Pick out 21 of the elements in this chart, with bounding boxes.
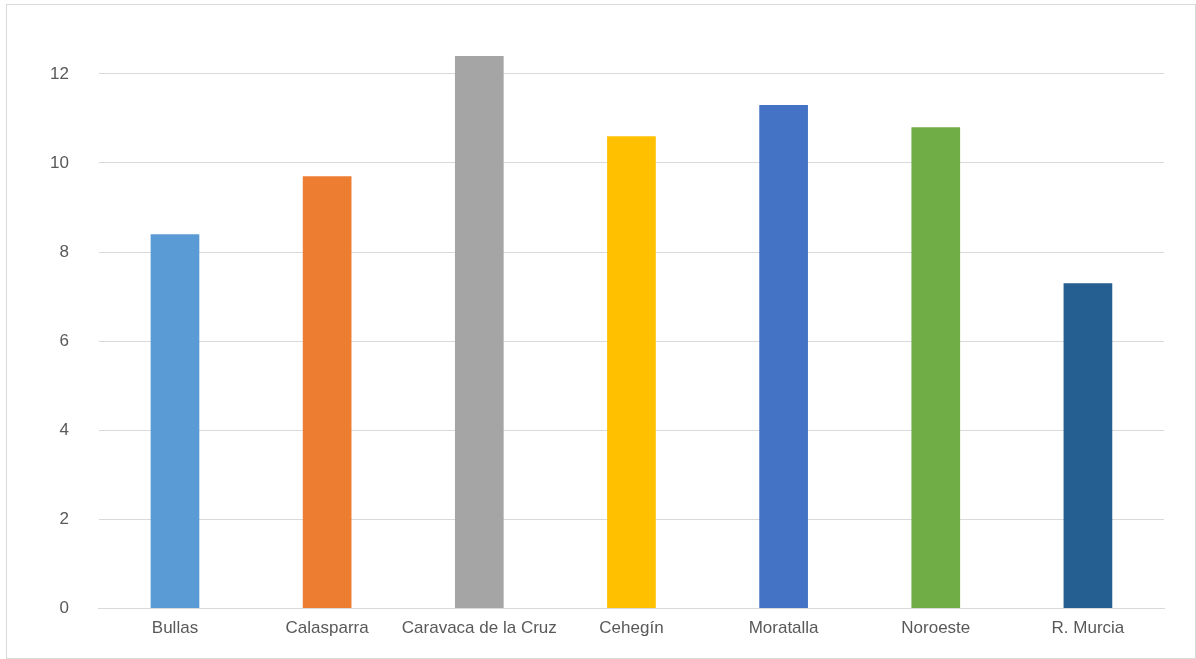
y-tick-label: 10 [49,152,69,172]
x-tick-label: Caravaca de la Cruz [401,618,557,638]
bar [454,56,504,609]
x-tick-label: Noroeste [901,618,971,638]
y-tick-label: 6 [59,330,69,350]
y-tick-label: 0 [59,598,69,618]
x-tick-label: Cehegín [599,618,664,638]
bar [759,105,808,609]
y-tick-label: 2 [59,509,69,529]
x-tick-label: Calasparra [285,618,370,638]
y-tick-label: 4 [59,420,69,440]
y-tick-label: 8 [59,241,69,261]
bar [1063,283,1113,609]
bar [150,234,200,609]
x-tick-label: R. Murcia [1051,618,1125,638]
bar [911,127,961,609]
x-tick-label: Bullas [151,618,199,638]
bar [607,136,656,609]
bar [302,176,352,609]
x-tick-label: Moratalla [748,618,820,638]
y-tick-label: 12 [49,63,69,83]
